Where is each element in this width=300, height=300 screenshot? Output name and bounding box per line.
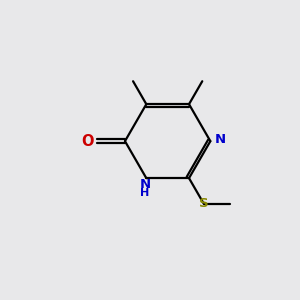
Text: N: N — [139, 178, 150, 191]
Text: N: N — [215, 133, 226, 146]
Text: O: O — [81, 134, 94, 149]
Text: H: H — [140, 188, 149, 198]
Text: S: S — [199, 197, 208, 210]
